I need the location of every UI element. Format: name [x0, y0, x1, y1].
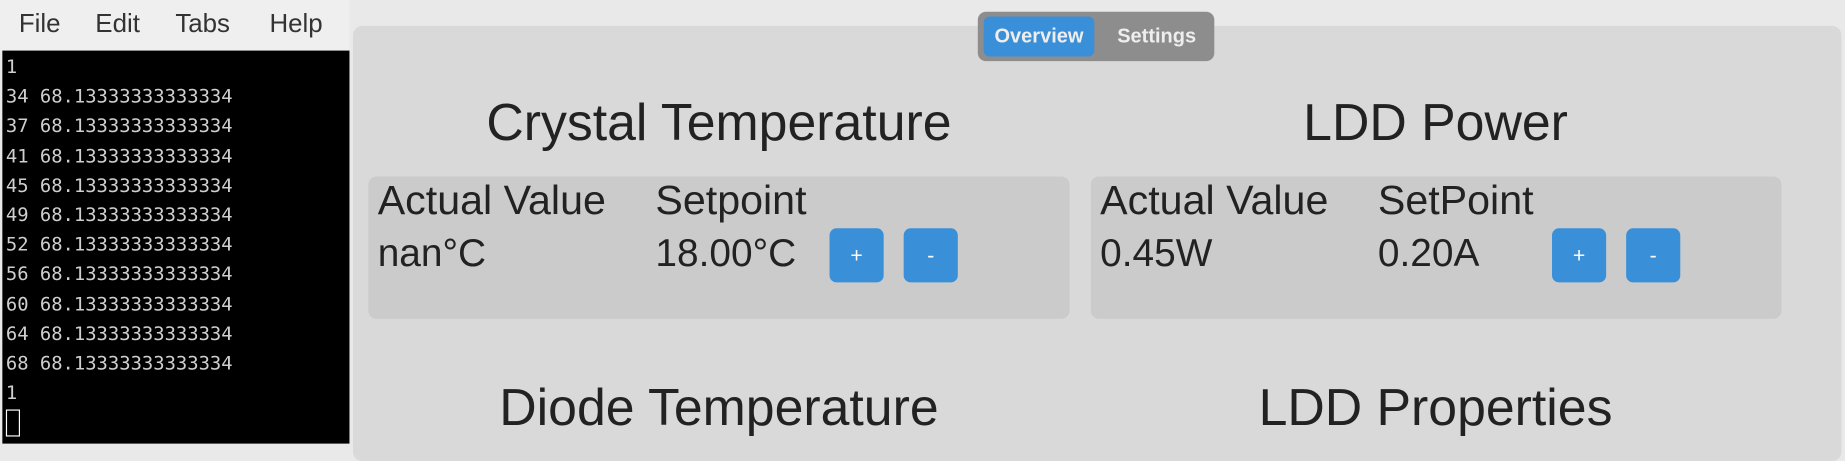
terminal-line: 49 68.13333333333334	[5, 203, 233, 226]
button[interactable]: +	[1552, 228, 1607, 283]
menu-item[interactable]: Tabs	[175, 8, 231, 38]
terminal-line: 34 68.13333333333334	[5, 84, 233, 108]
field-value: 18.00°C	[655, 230, 797, 275]
tab[interactable]: Overview	[983, 16, 1095, 57]
terminal-line: 37 68.13333333333334	[5, 114, 233, 137]
field-value: 0.45W	[1100, 230, 1213, 275]
terminal-line: 60 68.13333333333334	[5, 292, 233, 315]
terminal-line: 45 68.13333333333334	[5, 173, 233, 197]
field-header: Actual Value	[1100, 177, 1329, 224]
menu-item[interactable]: Help	[269, 8, 323, 38]
panel-title: LDD Power	[1303, 94, 1568, 152]
menu-item[interactable]: Edit	[95, 8, 140, 38]
panel-title: Crystal Temperature	[486, 94, 952, 152]
tab-bar: Overview Settings	[977, 11, 1215, 62]
terminal-line: 64 68.13333333333334	[5, 322, 233, 345]
terminal-line: 1	[5, 381, 18, 404]
terminal-line: 68 68.13333333333334	[5, 351, 233, 375]
field-value: 0.20A	[1377, 230, 1480, 275]
terminal-line: 56 68.13333333333334	[5, 262, 233, 286]
menu-bar: File Edit Tabs Help	[0, 0, 350, 51]
field-value: nan°C	[377, 230, 487, 275]
terminal-line: 41 68.13333333333334	[5, 144, 233, 167]
section-title: LDD Properties	[1258, 378, 1613, 437]
cursor	[5, 409, 21, 437]
menu-item[interactable]: File	[18, 8, 61, 38]
field-header: Setpoint	[655, 177, 807, 224]
field-header: SetPoint	[1377, 177, 1534, 224]
button[interactable]: -	[903, 228, 958, 283]
section-title: Diode Temperature	[499, 378, 939, 437]
terminal-line: 1	[5, 55, 18, 78]
button[interactable]: +	[829, 228, 884, 283]
field-header: Actual Value	[377, 177, 606, 224]
tab[interactable]: Settings	[1117, 24, 1197, 48]
button[interactable]: -	[1626, 228, 1681, 283]
terminal: 1 34 68.13333333333334 37 68.1333333333333…	[2, 50, 350, 444]
terminal-line: 52 68.13333333333334	[5, 233, 233, 256]
